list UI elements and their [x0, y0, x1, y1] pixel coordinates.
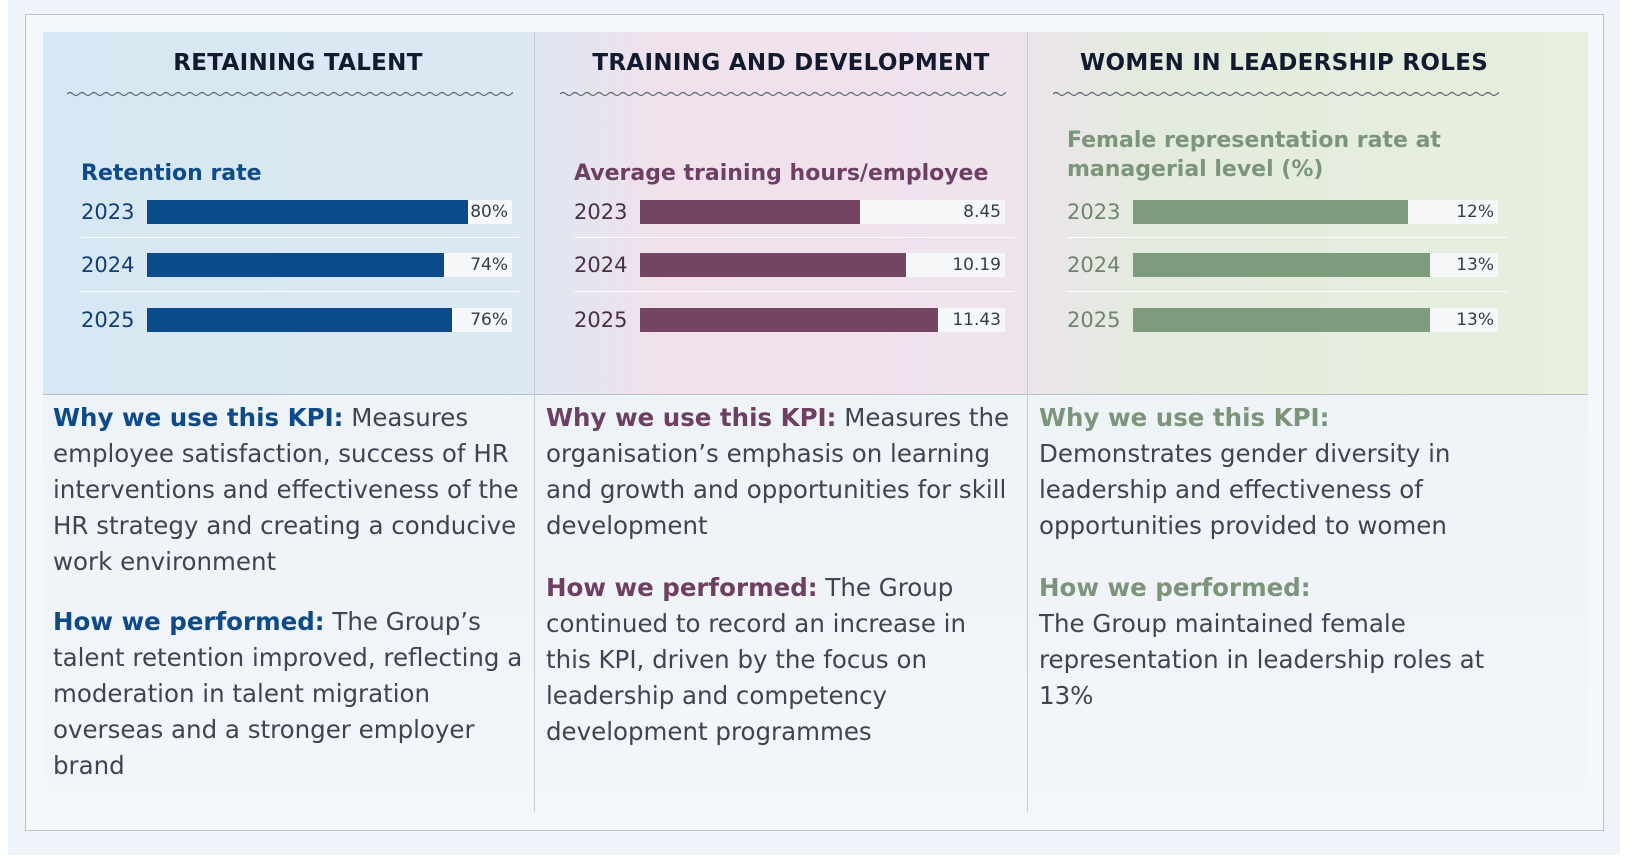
why-kpi-body: Measures the organisation’s emphasis on …: [546, 403, 1010, 540]
bar-track: 11.43: [640, 308, 1005, 332]
wavy-underline: [1053, 91, 1499, 97]
year-label: 2023: [574, 200, 628, 224]
kpi-panel-women-leadership: WOMEN IN LEADERSHIP ROLES Female represe…: [1027, 32, 1541, 812]
bar-row: 2023 80%: [81, 197, 521, 227]
panel-title: TRAINING AND DEVELOPMENT: [592, 50, 990, 76]
how-performed-label: How we performed:: [1039, 573, 1311, 602]
data-label: 13%: [1456, 310, 1494, 330]
bar-row: 2024 13%: [1067, 250, 1507, 280]
panel-title: RETAINING TALENT: [173, 50, 423, 76]
how-performed-label: How we performed:: [53, 607, 325, 636]
year-label: 2023: [81, 200, 135, 224]
metric-label: Retention rate: [81, 161, 262, 186]
bar-2025: [640, 308, 938, 332]
bar-row: 2023 8.45: [574, 197, 1014, 227]
metric-label: Female representation rate at managerial…: [1067, 128, 1441, 182]
wavy-underline: [560, 91, 1006, 97]
bar-row: 2025 13%: [1067, 305, 1507, 335]
data-label: 13%: [1456, 255, 1494, 275]
kpi-panel-training-development: TRAINING AND DEVELOPMENT Average trainin…: [534, 32, 1048, 812]
how-performed-body: The Group continued to record an increas…: [546, 573, 967, 746]
why-kpi-text: Why we use this KPI: Measures employee s…: [53, 400, 523, 580]
year-label: 2024: [1067, 253, 1121, 277]
bar-track: 80%: [147, 200, 512, 224]
bar-track: 76%: [147, 308, 512, 332]
bar-2023: [147, 200, 468, 224]
year-label: 2025: [1067, 308, 1121, 332]
bar-2024: [1133, 253, 1430, 277]
data-label: 80%: [470, 202, 508, 222]
why-kpi-body: Demonstrates gender diversity in leaders…: [1039, 439, 1451, 540]
data-label: 11.43: [952, 310, 1001, 330]
wave-path: [560, 91, 1006, 97]
row-separator: [574, 291, 1014, 292]
row-separator: [1067, 237, 1507, 238]
wave-path: [1053, 91, 1499, 97]
row-separator: [81, 291, 521, 292]
bar-track: 8.45: [640, 200, 1005, 224]
data-label: 12%: [1456, 202, 1494, 222]
why-kpi-label: Why we use this KPI:: [1039, 403, 1330, 432]
year-label: 2024: [574, 253, 628, 277]
kpi-panel-retaining-talent: RETAINING TALENT Retention rate 2023 80%…: [41, 32, 555, 812]
row-separator: [81, 237, 521, 238]
data-label: 76%: [470, 310, 508, 330]
bar-row: 2025 76%: [81, 305, 521, 335]
why-kpi-label: Why we use this KPI:: [53, 403, 344, 432]
bar-track: 13%: [1133, 308, 1498, 332]
how-performed-text: How we performed: The Group continued to…: [546, 570, 1016, 750]
wave-path: [67, 91, 513, 97]
bar-track: 74%: [147, 253, 512, 277]
bar-2024: [640, 253, 906, 277]
bar-2025: [147, 308, 452, 332]
bar-track: 13%: [1133, 253, 1498, 277]
bar-row: 2025 11.43: [574, 305, 1014, 335]
year-label: 2023: [1067, 200, 1121, 224]
wavy-underline: [67, 91, 513, 97]
column-divider: [1027, 32, 1028, 812]
column-divider: [534, 32, 535, 812]
metric-label: Average training hours/employee: [574, 161, 989, 186]
bar-2023: [640, 200, 860, 224]
data-label: 10.19: [952, 255, 1001, 275]
panel-title: WOMEN IN LEADERSHIP ROLES: [1079, 50, 1489, 76]
year-label: 2024: [81, 253, 135, 277]
bar-2025: [1133, 308, 1430, 332]
row-separator: [574, 237, 1014, 238]
why-kpi-text: Why we use this KPI: Measures the organi…: [546, 400, 1016, 544]
row-separator: [1067, 291, 1507, 292]
how-performed-label: How we performed:: [546, 573, 818, 602]
year-label: 2025: [81, 308, 135, 332]
data-label: 74%: [470, 255, 508, 275]
bar-track: 10.19: [640, 253, 1005, 277]
data-label: 8.45: [963, 202, 1001, 222]
section-divider: [43, 394, 1588, 395]
bar-track: 12%: [1133, 200, 1498, 224]
how-performed-text: How we performed: The Group maintained fe…: [1039, 570, 1509, 714]
bar-2024: [147, 253, 444, 277]
bar-row: 2024 10.19: [574, 250, 1014, 280]
how-performed-body: The Group’s talent retention improved, r…: [53, 607, 523, 780]
how-performed-text: How we performed: The Group’s talent ret…: [53, 604, 523, 784]
how-performed-body: The Group maintained female representati…: [1039, 609, 1485, 710]
year-label: 2025: [574, 308, 628, 332]
bar-row: 2024 74%: [81, 250, 521, 280]
text-area-background: [43, 395, 1588, 815]
why-kpi-text: Why we use this KPI: Demonstrates gender…: [1039, 400, 1509, 544]
why-kpi-body: Measures employee satisfaction, success …: [53, 403, 519, 576]
why-kpi-label: Why we use this KPI:: [546, 403, 837, 432]
bar-2023: [1133, 200, 1408, 224]
bar-row: 2023 12%: [1067, 197, 1507, 227]
